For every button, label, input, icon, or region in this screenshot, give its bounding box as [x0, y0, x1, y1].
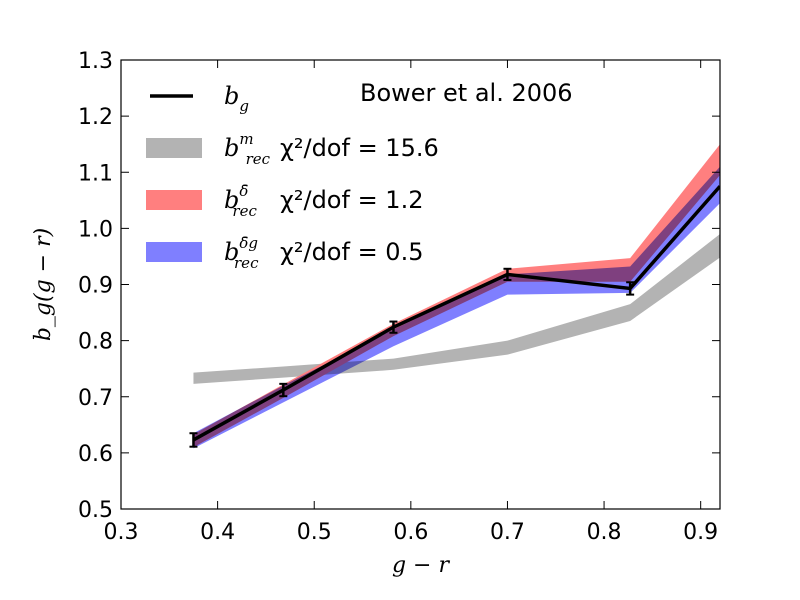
error-bar: [389, 320, 398, 334]
x-tick-label: 0.5: [297, 520, 332, 545]
legend-label: bδ̄g rec: [224, 234, 259, 272]
x-tick: 0.4: [200, 60, 235, 545]
plot-frame: [120, 59, 721, 510]
plot-area: [189, 144, 720, 449]
series-line-bg: [192, 185, 720, 442]
y-axis-label: b_g(g − r): [31, 228, 56, 341]
band-bm-rec: [193, 233, 720, 384]
error-bar: [626, 281, 635, 296]
x-tick: 0.8: [587, 60, 622, 545]
y-tick: 1.0: [78, 217, 720, 242]
legend-swatch: [146, 242, 202, 262]
y-tick: 0.9: [78, 274, 720, 299]
legend-label: bm rec: [224, 130, 271, 168]
y-tick: 1.2: [78, 105, 720, 130]
y-tick: 0.5: [78, 498, 720, 523]
chart-annotation: Bower et al. 2006: [360, 79, 573, 107]
error-bar: [503, 267, 512, 282]
legend-stat: χ²/dof = 1.2: [280, 186, 423, 214]
y-tick: 0.6: [78, 442, 720, 467]
legend-entry: bδ̄ rec χ²/dof = 1.2: [146, 182, 423, 220]
y-tick-label: 1.2: [78, 105, 113, 130]
y-tick-label: 0.9: [78, 274, 113, 299]
legend-entry: bg: [150, 82, 249, 115]
x-axis-label: g − r: [392, 553, 451, 578]
legend-stat: χ²/dof = 15.6: [280, 134, 439, 162]
y-tick: 0.7: [78, 386, 720, 411]
y-tick: 0.8: [78, 330, 720, 355]
legend-label: bg: [224, 82, 249, 115]
y-tick-label: 1.3: [78, 49, 113, 74]
y-tick: 1.3: [78, 49, 720, 74]
legend-label: bδ̄ rec: [224, 182, 257, 220]
error-bar: [189, 432, 198, 448]
legend-entry: bδ̄g rec χ²/dof = 0.5: [146, 234, 423, 272]
legend-swatch: [146, 190, 202, 210]
band-bdeltag-rec: [193, 166, 720, 449]
x-tick-label: 0.9: [683, 520, 718, 545]
error-bar: [279, 382, 288, 398]
y-tick-label: 0.6: [78, 442, 113, 467]
x-tick-label: 0.4: [200, 520, 235, 545]
x-tick: 0.5: [297, 60, 332, 545]
x-tick-label: 0.3: [104, 520, 139, 545]
x-tick: 0.9: [683, 60, 718, 545]
y-tick: 1.1: [78, 161, 720, 186]
y-tick-label: 0.5: [78, 498, 113, 523]
y-tick-label: 1.0: [78, 217, 113, 242]
x-tick-label: 0.8: [587, 520, 622, 545]
y-tick-label: 1.1: [78, 161, 113, 186]
x-tick-label: 0.6: [393, 520, 428, 545]
y-tick-label: 0.8: [78, 330, 113, 355]
x-tick: 0.7: [490, 60, 525, 545]
x-tick: 0.6: [393, 60, 428, 545]
legend-stat: χ²/dof = 0.5: [280, 238, 423, 266]
y-tick-label: 0.7: [78, 386, 113, 411]
legend-swatch: [146, 138, 202, 158]
axis-ticks: 0.3 0.4 0.5 0.6 0.7 0.8 0.9 0.5 0.6 0.7 0.8 0.9 1.0 1…: [78, 49, 720, 545]
x-tick-label: 0.7: [490, 520, 525, 545]
legend-entry: bm rec χ²/dof = 15.6: [146, 130, 439, 168]
